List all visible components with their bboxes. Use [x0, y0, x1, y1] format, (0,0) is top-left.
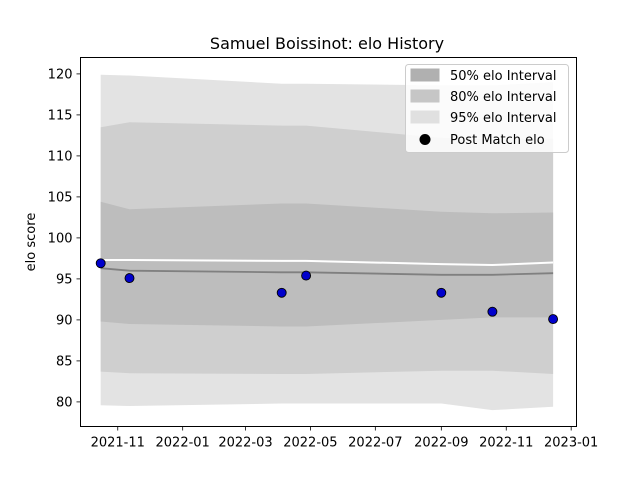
x-tick-label: 2022-05: [283, 436, 337, 451]
y-tick-label: 100: [48, 231, 73, 246]
x-tick-label: 2021-11: [91, 436, 145, 451]
legend-swatch: [410, 68, 440, 82]
y-axis: 80 85 90 95 100 105 110 115 120: [48, 67, 81, 410]
y-tick-label: 110: [48, 149, 73, 164]
post-match-point: [95, 258, 106, 269]
legend-swatch: [410, 89, 440, 103]
post-match-point: [276, 287, 287, 298]
legend-label: 50% elo Interval: [450, 69, 557, 84]
y-tick-label: 120: [48, 67, 73, 82]
x-tick-label: 2022-01: [156, 436, 210, 451]
mean-elo-line: [100, 259, 554, 267]
chart-title: Samuel Boissinot: elo History: [210, 34, 444, 53]
y-axis-label: elo score: [24, 213, 39, 272]
post-match-point: [301, 270, 312, 281]
post-match-point: [487, 306, 498, 317]
legend: 50% elo Interval 80% elo Interval 95% elo …: [405, 64, 569, 153]
y-tick-label: 95: [56, 272, 73, 287]
y-tick-label: 85: [56, 354, 73, 369]
post-match-point: [436, 287, 447, 298]
y-tick-label: 90: [56, 313, 73, 328]
y-tick-label: 80: [56, 395, 73, 410]
legend-box: [405, 64, 569, 153]
plot-frame: [80, 57, 577, 427]
legend-swatch: [410, 110, 440, 124]
x-tick-label: 2023-01: [544, 436, 598, 451]
post-match-point: [124, 273, 135, 284]
legend-label: 80% elo Interval: [450, 90, 557, 105]
x-tick-label: 2022-03: [218, 436, 272, 451]
x-tick-label: 2022-09: [414, 436, 468, 451]
y-tick-label: 115: [48, 108, 73, 123]
x-tick-label: 2022-07: [348, 436, 402, 451]
legend-marker: [419, 134, 431, 145]
legend-label: 95% elo Interval: [450, 111, 557, 126]
plot-area: [95, 74, 559, 411]
x-axis: 2021-11 2022-01 2022-03 2022-05 2022-07 2022-…: [91, 426, 598, 451]
legend-label: Post Match elo: [450, 133, 545, 148]
post-match-point: [548, 314, 559, 325]
y-tick-label: 105: [48, 190, 73, 205]
x-tick-label: 2022-11: [479, 436, 533, 451]
